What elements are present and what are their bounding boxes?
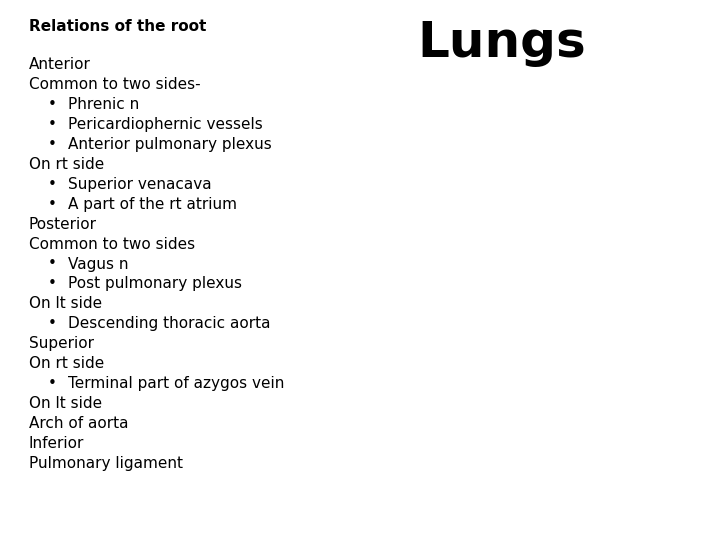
Text: Common to two sides-: Common to two sides- xyxy=(29,77,200,92)
Text: Superior: Superior xyxy=(29,336,94,352)
Text: On lt side: On lt side xyxy=(29,296,102,312)
Text: •: • xyxy=(48,276,57,292)
Text: A part of the rt atrium: A part of the rt atrium xyxy=(68,197,238,212)
Text: On rt side: On rt side xyxy=(29,157,104,172)
Text: •: • xyxy=(48,177,57,192)
Text: •: • xyxy=(48,376,57,392)
Text: Superior venacava: Superior venacava xyxy=(68,177,212,192)
Text: Arch of aorta: Arch of aorta xyxy=(29,416,128,431)
Text: Lungs: Lungs xyxy=(418,19,586,67)
Text: •: • xyxy=(48,97,57,112)
Text: •: • xyxy=(48,117,57,132)
Text: On rt side: On rt side xyxy=(29,356,104,372)
Text: Descending thoracic aorta: Descending thoracic aorta xyxy=(68,316,271,332)
Text: •: • xyxy=(48,316,57,332)
Text: Anterior pulmonary plexus: Anterior pulmonary plexus xyxy=(68,137,272,152)
Text: Anterior: Anterior xyxy=(29,57,91,72)
Text: Pericardiophernic vessels: Pericardiophernic vessels xyxy=(68,117,263,132)
Text: Post pulmonary plexus: Post pulmonary plexus xyxy=(68,276,243,292)
Text: Relations of the root: Relations of the root xyxy=(29,19,206,34)
Text: •: • xyxy=(48,197,57,212)
Text: On lt side: On lt side xyxy=(29,396,102,411)
Text: Inferior: Inferior xyxy=(29,436,84,451)
Text: Posterior: Posterior xyxy=(29,217,96,232)
Text: Phrenic n: Phrenic n xyxy=(68,97,140,112)
Text: •: • xyxy=(48,256,57,272)
Text: Common to two sides: Common to two sides xyxy=(29,237,195,252)
Text: •: • xyxy=(48,137,57,152)
Text: Vagus n: Vagus n xyxy=(68,256,129,272)
Text: Pulmonary ligament: Pulmonary ligament xyxy=(29,456,183,471)
Text: Terminal part of azygos vein: Terminal part of azygos vein xyxy=(68,376,285,392)
